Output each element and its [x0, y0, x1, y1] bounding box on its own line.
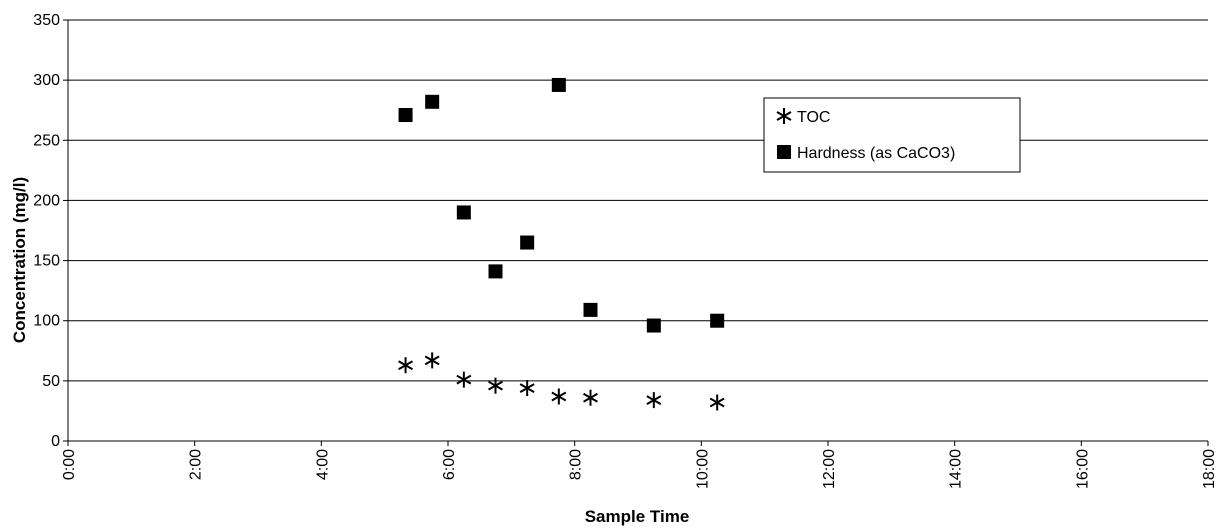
x-tick-label: 4:00: [314, 449, 331, 480]
point-toc: [488, 377, 503, 394]
legend-label-toc: TOC: [797, 109, 830, 126]
x-tick-label: 8:00: [568, 449, 585, 480]
x-tick-label: 0:00: [61, 449, 78, 480]
point-toc: [646, 392, 662, 409]
data-points: [398, 77, 725, 411]
point-toc: [424, 352, 440, 369]
asterisk-stroke: [488, 380, 503, 391]
point-toc: [583, 389, 598, 406]
asterisk-stroke: [583, 392, 598, 403]
x-tick-label: 10:00: [694, 449, 711, 489]
point-hardness: [551, 77, 566, 92]
y-tick-label: 100: [33, 313, 60, 330]
asterisk-stroke: [398, 360, 414, 371]
point-toc: [456, 371, 472, 388]
legend-symbol-toc: [776, 108, 792, 124]
point-toc: [709, 394, 725, 411]
tick-labels: 0 50 100 150 200 250 300 350 0:00 2:00 4:00 6:00 8:0…: [33, 12, 1218, 489]
point-hardness: [425, 94, 440, 109]
x-axis-title: Sample Time: [585, 507, 690, 526]
point-hardness: [583, 302, 598, 317]
x-tick-label: 6:00: [441, 449, 458, 480]
asterisk-stroke: [709, 397, 725, 408]
gridlines: [68, 19, 1208, 382]
y-tick-label: 350: [33, 12, 60, 29]
legend-symbol-hardness: [777, 145, 791, 159]
asterisk-stroke: [646, 395, 662, 405]
asterisk-stroke: [456, 374, 472, 385]
point-hardness: [646, 318, 661, 333]
point-toc: [551, 388, 567, 405]
legend-label-hardness: Hardness (as CaCO3): [797, 145, 955, 162]
x-tick-label: 12:00: [821, 449, 838, 489]
legend-marker-toc: [776, 108, 792, 124]
point-hardness: [488, 264, 503, 279]
point-hardness: [398, 108, 413, 123]
point-toc: [519, 380, 535, 397]
y-tick-label: 50: [42, 373, 60, 390]
y-tick-label: 250: [33, 132, 60, 149]
asterisk-stroke: [776, 111, 792, 121]
legend-box: [763, 97, 1021, 173]
y-tick-label: 300: [33, 72, 60, 89]
legend: TOC Hardness (as CaCO3): [763, 97, 1021, 173]
x-tick-label: 14:00: [948, 449, 965, 489]
point-hardness: [710, 313, 725, 328]
point-hardness: [456, 205, 471, 220]
axes: [63, 19, 1209, 446]
y-tick-label: 200: [33, 192, 60, 209]
y-axis-title: Concentration (mg/l): [10, 177, 29, 343]
asterisk-stroke: [424, 355, 440, 366]
point-hardness: [520, 235, 535, 250]
legend-marker-hardness: [777, 145, 791, 159]
x-tick-label: 18:00: [1201, 449, 1218, 489]
x-tick-label: 2:00: [188, 449, 205, 480]
x-tick-label: 16:00: [1074, 449, 1091, 489]
point-toc: [398, 357, 414, 374]
asterisk-stroke: [551, 391, 567, 402]
y-tick-label: 150: [33, 253, 60, 270]
asterisk-stroke: [519, 383, 535, 393]
y-tick-label: 0: [51, 433, 60, 450]
